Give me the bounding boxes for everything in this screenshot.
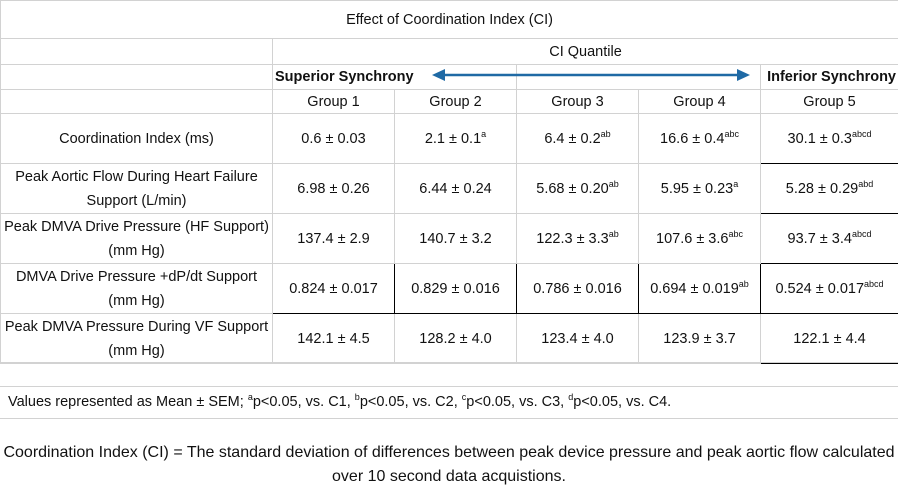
group-header: Group 2 [395,90,517,114]
results-table: Effect of Coordination Index (CI) CI Qua… [0,0,898,364]
significance-superscript: a [481,129,486,139]
row-label: Peak DMVA Drive Pressure (HF Support) (m… [1,214,273,264]
cell-value: 140.7 ± 3.2 [419,231,491,247]
row-label: Coordination Index (ms) [1,114,273,164]
footnote-text: p<0.05, vs. C2, [360,394,462,410]
value-cell: 0.694 ± 0.019ab [639,264,761,314]
value-cell: 123.4 ± 4.0 [517,314,639,364]
table-row: Peak DMVA Drive Pressure (HF Support) (m… [1,214,898,264]
value-cell: 122.3 ± 3.3ab [517,214,639,264]
cell-value: 137.4 ± 2.9 [297,231,369,247]
group-header: Group 4 [639,90,761,114]
cell-value: 93.7 ± 3.4 [788,231,852,247]
value-cell: 5.68 ± 0.20ab [517,164,639,214]
cell-value: 6.4 ± 0.2 [544,131,600,147]
value-cell: 122.1 ± 4.4 [761,314,898,364]
row-label: Peak Aortic Flow During Heart Failure Su… [1,164,273,214]
value-cell: 123.9 ± 3.7 [639,314,761,364]
cell-value: 5.28 ± 0.29 [786,181,858,197]
cell-value: 0.6 ± 0.03 [301,131,365,147]
cell-value: 2.1 ± 0.1 [425,131,481,147]
empty-cell [1,39,273,65]
footnote-prefix: Values represented as Mean ± SEM; [8,394,248,410]
cell-value: 0.786 ± 0.016 [533,281,622,297]
cell-value: 123.9 ± 3.7 [663,331,735,347]
footnote-text: p<0.05, vs. C3, [466,394,568,410]
cell-value: 5.95 ± 0.23 [661,181,733,197]
value-cell: 142.1 ± 4.5 [273,314,395,364]
table-row: DMVA Drive Pressure +dP/dt Support (mm H… [1,264,898,314]
value-cell: 6.4 ± 0.2ab [517,114,639,164]
cell-value: 142.1 ± 4.5 [297,331,369,347]
empty-cell [1,90,273,114]
value-cell: 5.95 ± 0.23a [639,164,761,214]
table-row: Peak Aortic Flow During Heart Failure Su… [1,164,898,214]
value-cell: 6.44 ± 0.24 [395,164,517,214]
significance-superscript: abc [728,229,743,239]
table-row: Coordination Index (ms) 0.6 ± 0.03 2.1 ± 0… [1,114,898,164]
significance-superscript: abcd [852,229,872,239]
grid-line [0,362,898,363]
significance-superscript: abd [858,179,873,189]
value-cell: 0.6 ± 0.03 [273,114,395,164]
cell-value: 16.6 ± 0.4 [660,131,724,147]
significance-superscript: ab [739,279,749,289]
significance-superscript: ab [601,129,611,139]
cell-value: 5.68 ± 0.20 [536,181,608,197]
significance-superscript: ab [609,229,619,239]
empty-cell [1,65,273,90]
value-cell: 128.2 ± 4.0 [395,314,517,364]
synchrony-arrow [432,68,750,82]
row-label: Peak DMVA Pressure During VF Support (mm… [1,314,273,364]
cell-value: 0.694 ± 0.019 [650,281,739,297]
value-cell: 137.4 ± 2.9 [273,214,395,264]
table-row: Peak DMVA Pressure During VF Support (mm… [1,314,898,364]
quantile-header: CI Quantile [273,39,898,65]
significance-footnote: Values represented as Mean ± SEM; ap<0.0… [8,394,671,410]
cell-value: 122.1 ± 4.4 [793,331,865,347]
cell-value: 6.98 ± 0.26 [297,181,369,197]
cell-value: 30.1 ± 0.3 [788,131,852,147]
value-cell: 140.7 ± 3.2 [395,214,517,264]
value-cell: 30.1 ± 0.3abcd [761,114,898,164]
cell-value: 6.44 ± 0.24 [419,181,491,197]
inferior-synchrony-label: Inferior Synchrony [761,65,898,90]
value-cell: 16.6 ± 0.4abc [639,114,761,164]
cell-value: 107.6 ± 3.6 [656,231,728,247]
value-cell: 2.1 ± 0.1a [395,114,517,164]
footnote-text: p<0.05, vs. C4. [573,394,671,410]
coordination-index-definition: Coordination Index (CI) = The standard d… [0,441,898,489]
data-rows: Coordination Index (ms) 0.6 ± 0.03 2.1 ± 0… [1,114,898,364]
cell-value: 128.2 ± 4.0 [419,331,491,347]
double-arrow-icon [432,68,750,82]
significance-superscript: a [733,179,738,189]
value-cell: 0.786 ± 0.016 [517,264,639,314]
value-cell: 93.7 ± 3.4abcd [761,214,898,264]
value-cell: 5.28 ± 0.29abd [761,164,898,214]
group-header: Group 3 [517,90,639,114]
grid-line [0,386,898,387]
significance-superscript: abcd [852,129,872,139]
table-title: Effect of Coordination Index (CI) [1,1,898,39]
cell-value: 0.524 ± 0.017 [775,281,864,297]
significance-superscript: abc [724,129,739,139]
value-cell: 0.824 ± 0.017 [273,264,395,314]
cell-value: 0.824 ± 0.017 [289,281,378,297]
value-cell: 0.829 ± 0.016 [395,264,517,314]
cell-value: 0.829 ± 0.016 [411,281,500,297]
group-header: Group 5 [761,90,898,114]
value-cell: 107.6 ± 3.6abc [639,214,761,264]
value-cell: 0.524 ± 0.017abcd [761,264,898,314]
cell-value: 122.3 ± 3.3 [536,231,608,247]
group-header: Group 1 [273,90,395,114]
footnote-text: p<0.05, vs. C1, [253,394,355,410]
significance-superscript: abcd [864,279,884,289]
value-cell: 6.98 ± 0.26 [273,164,395,214]
significance-superscript: ab [609,179,619,189]
grid-line [0,418,898,419]
cell-value: 123.4 ± 4.0 [541,331,613,347]
row-label: DMVA Drive Pressure +dP/dt Support (mm H… [1,264,273,314]
